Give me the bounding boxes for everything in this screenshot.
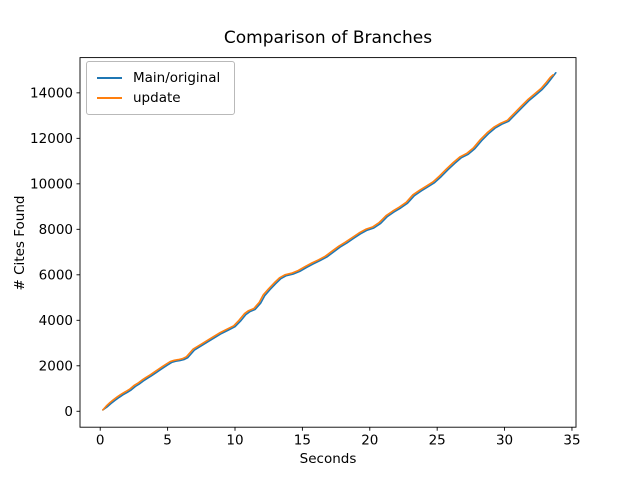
- x-tick-label: 5: [163, 433, 172, 449]
- y-tick-label: 4000: [39, 313, 73, 329]
- legend-label-update: update: [133, 90, 181, 106]
- series-line-update: [102, 74, 554, 411]
- chart-title: Comparison of Branches: [223, 28, 433, 48]
- y-tick-label: 12000: [30, 131, 73, 147]
- x-tick-label: 15: [294, 433, 311, 449]
- y-tick-label: 10000: [30, 177, 73, 193]
- legend-item-update: update: [97, 88, 224, 108]
- y-tick-label: 2000: [39, 359, 73, 375]
- y-tick-label: 14000: [30, 86, 73, 102]
- legend: Main/original update: [86, 61, 236, 115]
- x-tick-label: 10: [226, 433, 243, 449]
- y-axis-label: # Cites Found: [12, 195, 28, 291]
- x-tick-label: 20: [361, 433, 378, 449]
- y-tick-label: 8000: [39, 222, 73, 238]
- legend-label-main: Main/original: [133, 70, 221, 86]
- plot-border: [79, 57, 577, 428]
- x-tick-label: 25: [429, 433, 446, 449]
- y-tick-label: 0: [64, 404, 73, 420]
- legend-line-sample-update: [97, 97, 122, 99]
- y-tick-label: 6000: [39, 268, 73, 284]
- x-tick-label: 30: [496, 433, 513, 449]
- series-line-main: [102, 72, 557, 411]
- x-axis-label: Seconds: [299, 451, 357, 467]
- legend-item-main: Main/original: [97, 68, 224, 88]
- legend-line-sample-main: [97, 77, 122, 79]
- x-tick-label: 0: [96, 433, 105, 449]
- x-tick-label: 35: [563, 433, 580, 449]
